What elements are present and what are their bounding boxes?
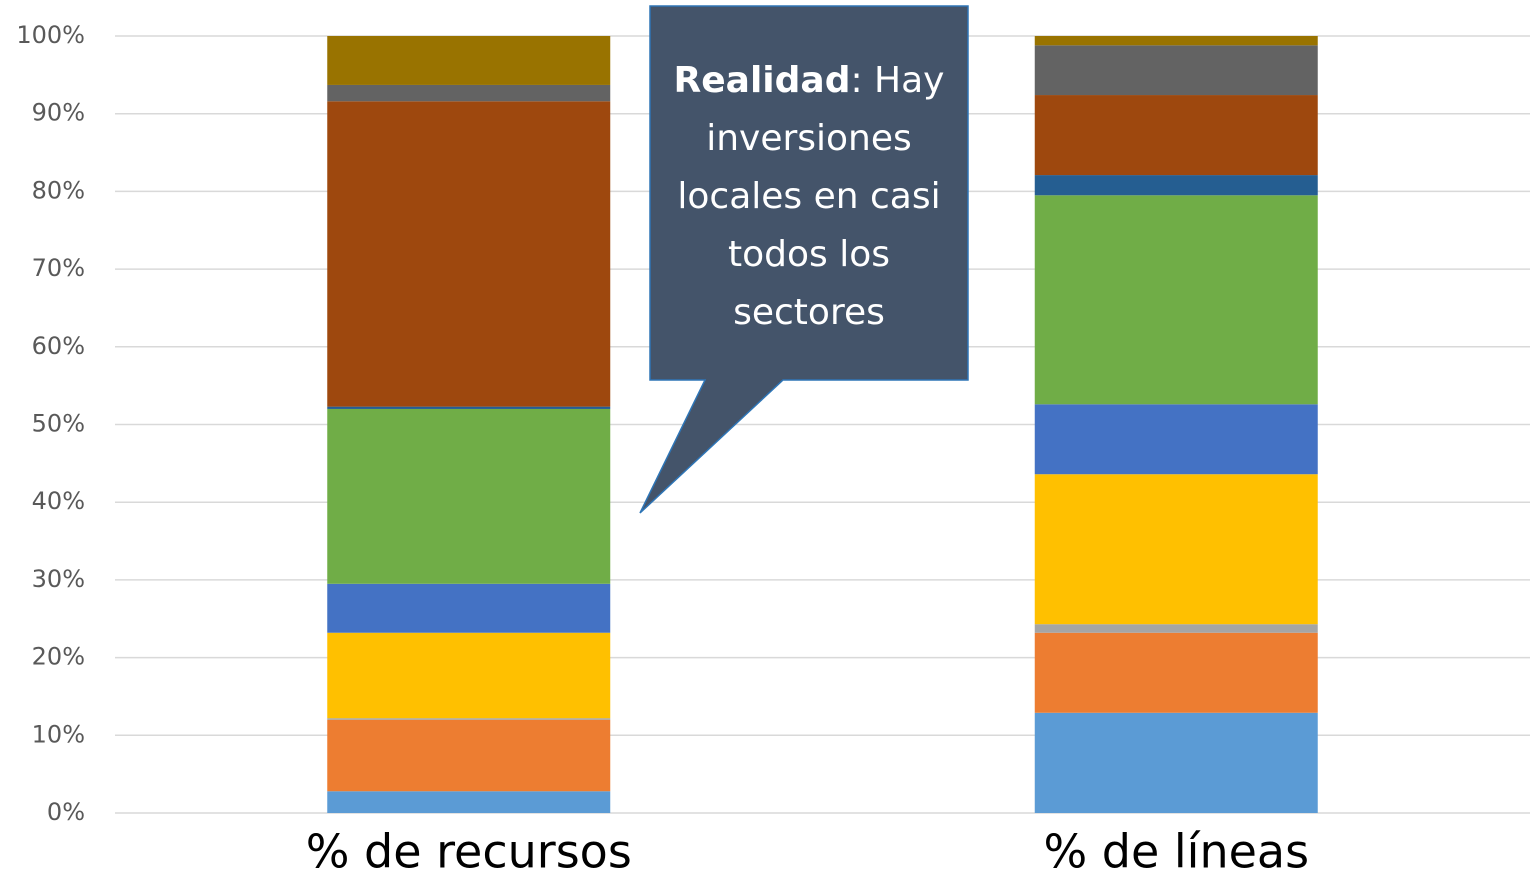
callout-box (639, 5, 969, 514)
bar-segment (327, 632, 611, 719)
plot: 0% 10% 20% 30% 40% 50% 60% 70% 80% 90% 100% % de re… (16, 21, 1530, 879)
y-tick-label: 90% (32, 99, 85, 127)
bar-segment (1034, 474, 1318, 625)
bar-segment (1034, 712, 1318, 813)
x-tick-label: % de líneas (1043, 825, 1309, 879)
bar-segment (1034, 36, 1318, 46)
bar-segment (327, 36, 611, 85)
y-tick-label: 50% (32, 410, 85, 438)
bar-segment (327, 101, 611, 407)
bar-segment (327, 408, 611, 584)
x-tick-label: % de recursos (306, 825, 632, 879)
bar-segment (1034, 95, 1318, 176)
bar-segment (327, 719, 611, 792)
bar-segment (1034, 404, 1318, 475)
bar-segment (327, 791, 611, 813)
callout-emphasis: Realidad (673, 60, 851, 101)
y-tick-label: 60% (32, 332, 85, 360)
callout-body: : Hay inversiones locales en casi todos … (677, 60, 945, 333)
bar-segment (327, 583, 611, 633)
y-tick-label: 80% (32, 176, 85, 204)
bar-segment (1034, 45, 1318, 96)
y-tick-label: 70% (32, 254, 85, 282)
bar-segment (327, 718, 611, 720)
bar-segment (1034, 175, 1318, 196)
bar-segment (327, 84, 611, 102)
y-tick-label: 0% (47, 798, 85, 826)
bar-segment (1034, 624, 1318, 633)
y-tick-label: 40% (32, 487, 85, 515)
bar-segment (1034, 632, 1318, 713)
y-tick-label: 10% (32, 720, 85, 748)
y-tick-label: 100% (16, 21, 85, 49)
y-tick-label: 20% (32, 643, 85, 671)
bar-segment (1034, 195, 1318, 405)
bar-segment (327, 406, 611, 409)
callout-text: Realidad: Hay inversiones locales en cas… (655, 52, 963, 342)
y-tick-label: 30% (32, 565, 85, 593)
